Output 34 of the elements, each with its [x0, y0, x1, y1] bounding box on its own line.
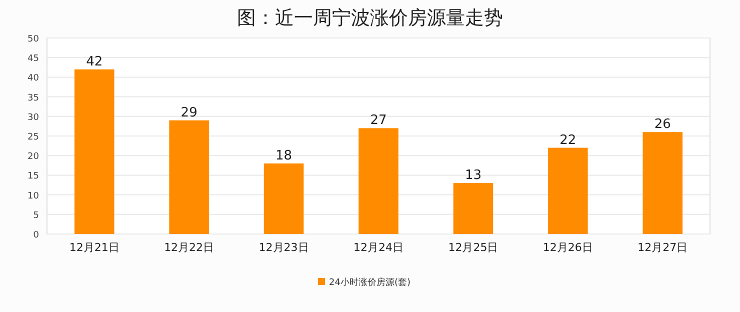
- y-tick-label: 45: [28, 54, 39, 64]
- data-label: 26: [654, 117, 671, 132]
- bar: [264, 163, 304, 234]
- x-tick-label: 12月24日: [354, 241, 404, 254]
- x-tick-label: 12月22日: [164, 241, 214, 254]
- x-tick-label: 12月23日: [258, 241, 309, 254]
- data-label: 18: [276, 148, 292, 164]
- y-tick-label: 50: [28, 34, 40, 44]
- y-tick-label: 15: [28, 172, 39, 182]
- y-tick-label: 0: [33, 230, 40, 240]
- data-label: 42: [86, 54, 103, 70]
- y-tick-label: 5: [33, 210, 39, 221]
- data-label: 27: [370, 113, 387, 128]
- legend-label: 24小时涨价房源(套): [329, 277, 410, 288]
- data-label: 22: [560, 132, 576, 148]
- x-tick-label: 12月25日: [448, 241, 498, 254]
- bar: [453, 183, 494, 234]
- y-tick-label: 25: [28, 132, 39, 142]
- y-tick-label: 40: [28, 74, 40, 84]
- bar: [548, 148, 588, 234]
- data-label: 13: [464, 168, 482, 184]
- y-tick-label: 10: [28, 191, 40, 202]
- y-tick-label: 30: [28, 112, 40, 123]
- data-label: 29: [180, 105, 198, 120]
- x-tick-label: 12月27日: [638, 241, 688, 254]
- y-tick-label: 35: [28, 93, 39, 104]
- x-tick-label: 12月21日: [69, 241, 120, 254]
- bar: [169, 120, 209, 234]
- y-tick-label: 20: [28, 152, 40, 162]
- bar: [642, 132, 683, 234]
- x-tick-label: 12月26日: [542, 241, 593, 254]
- chart-title: 图：近一周宁波涨价房源量走势: [237, 7, 503, 29]
- bar: [74, 69, 114, 234]
- bar: [358, 128, 398, 234]
